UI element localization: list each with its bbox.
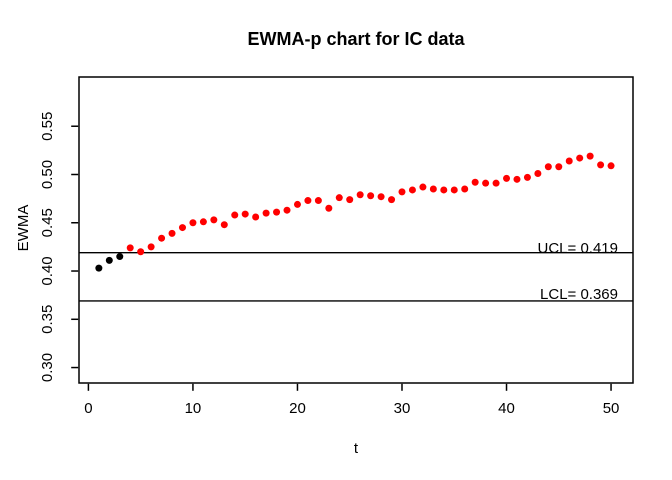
data-point bbox=[513, 175, 521, 183]
x-tick-label: 0 bbox=[84, 400, 92, 417]
data-point bbox=[388, 196, 396, 204]
data-point bbox=[262, 209, 270, 217]
data-point bbox=[597, 161, 605, 169]
data-point bbox=[471, 178, 479, 186]
data-point bbox=[461, 185, 469, 193]
data-point bbox=[293, 200, 301, 208]
data-point bbox=[241, 210, 249, 218]
data-point bbox=[168, 229, 176, 237]
data-point bbox=[231, 211, 239, 219]
data-point bbox=[210, 216, 218, 224]
data-point bbox=[482, 179, 490, 187]
data-point bbox=[158, 234, 166, 242]
data-point bbox=[586, 152, 594, 160]
data-point bbox=[576, 154, 584, 162]
x-tick-label: 10 bbox=[185, 400, 202, 417]
y-tick-label: 0.50 bbox=[39, 160, 56, 189]
data-point bbox=[429, 185, 437, 193]
data-point bbox=[283, 206, 291, 214]
y-tick-label: 0.30 bbox=[39, 353, 56, 382]
data-point bbox=[325, 204, 333, 212]
x-tick-label: 40 bbox=[498, 400, 515, 417]
data-point bbox=[105, 256, 113, 264]
data-point bbox=[178, 224, 186, 232]
data-point bbox=[523, 173, 531, 181]
data-point bbox=[220, 221, 228, 229]
x-tick-label: 30 bbox=[394, 400, 411, 417]
y-tick-label: 0.35 bbox=[39, 305, 56, 334]
data-point bbox=[273, 208, 281, 216]
data-point bbox=[346, 196, 354, 204]
data-point bbox=[314, 197, 322, 205]
data-point bbox=[189, 219, 197, 227]
data-point bbox=[398, 188, 406, 196]
data-point bbox=[503, 174, 511, 182]
data-point bbox=[377, 193, 385, 201]
data-point bbox=[137, 248, 145, 256]
data-point bbox=[304, 197, 312, 205]
data-point bbox=[95, 264, 103, 272]
data-point bbox=[440, 186, 448, 194]
data-point bbox=[252, 213, 260, 221]
data-point bbox=[335, 194, 343, 202]
data-point bbox=[367, 192, 375, 200]
data-point bbox=[555, 163, 563, 171]
lcl-label: LCL= 0.369 bbox=[540, 286, 618, 303]
data-point bbox=[534, 170, 542, 178]
data-point bbox=[126, 244, 134, 252]
y-tick-label: 0.40 bbox=[39, 256, 56, 285]
y-tick-label: 0.55 bbox=[39, 112, 56, 141]
data-point bbox=[419, 183, 427, 191]
x-axis-label: t bbox=[353, 440, 359, 457]
data-point bbox=[492, 179, 500, 187]
x-tick-label: 50 bbox=[603, 400, 620, 417]
data-point bbox=[199, 218, 207, 226]
data-point bbox=[147, 243, 155, 251]
data-point bbox=[116, 253, 124, 261]
data-point bbox=[544, 163, 552, 171]
data-point bbox=[408, 186, 416, 194]
y-tick-label: 0.45 bbox=[39, 208, 56, 237]
plot-box bbox=[78, 76, 634, 384]
data-point bbox=[356, 191, 364, 199]
x-tick-label: 20 bbox=[289, 400, 306, 417]
data-point bbox=[565, 157, 573, 165]
data-point bbox=[607, 162, 615, 170]
chart-title: EWMA-p chart for IC data bbox=[247, 29, 465, 49]
data-point bbox=[450, 186, 458, 194]
